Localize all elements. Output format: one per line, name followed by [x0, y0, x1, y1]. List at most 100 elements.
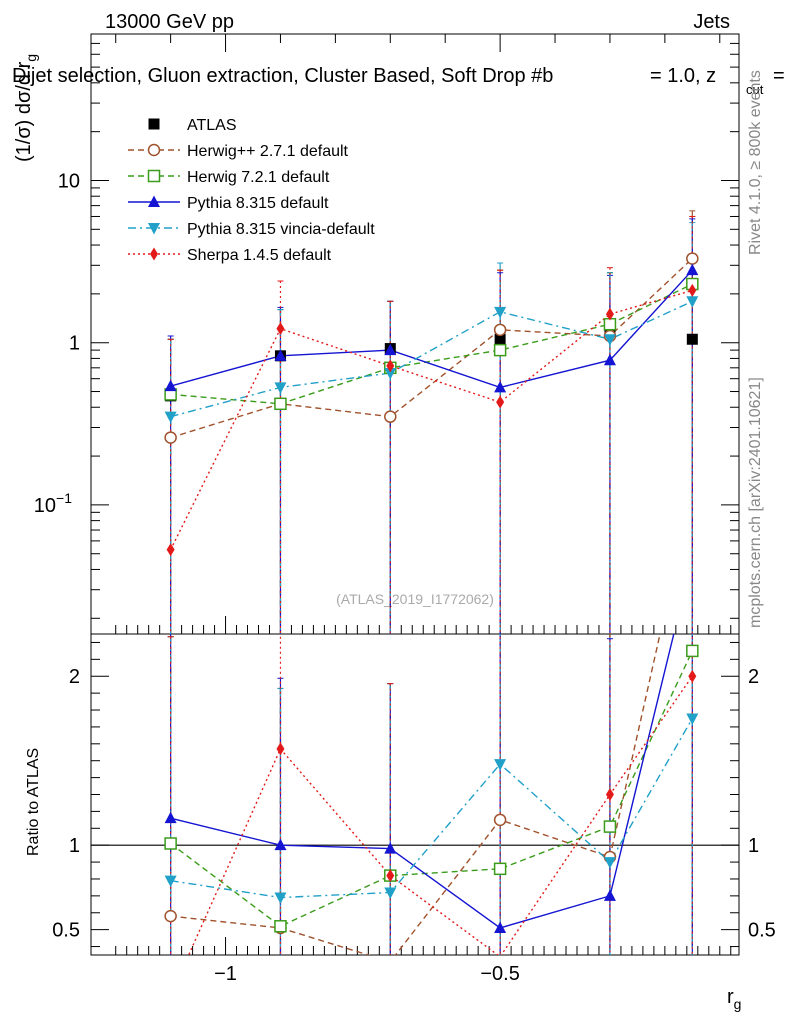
main-point-herwigpp: [493, 323, 507, 337]
ratio-line-herwigpp: [170, 634, 661, 955]
main-point-atlas: [686, 333, 698, 345]
ratio-point-pythia: [164, 811, 177, 824]
ratio-point-herwig7: [493, 862, 507, 876]
main-point-pythia: [164, 379, 177, 392]
main-point-pythia: [603, 353, 616, 366]
ratio-point-pythia: [384, 842, 397, 854]
main-line-pythia: [170, 269, 693, 389]
ratio-line-herwig7: [170, 650, 693, 928]
main-series-lines: [170, 258, 693, 550]
ratio-x-tick-label: −1: [214, 963, 237, 985]
main-point-vincia: [603, 334, 616, 346]
ratio-y-axis-title: Ratio to ATLAS: [25, 748, 42, 856]
selection-tail: =: [773, 65, 785, 87]
ratio-y-tick-label: 1: [69, 835, 80, 857]
main-point-sherpa: [688, 283, 697, 297]
legend-label-pythia: Pythia 8.315 default: [187, 195, 329, 212]
legend-marker-sherpa: [150, 247, 158, 261]
svg-text:(1/σ) dσ/d rg: (1/σ) dσ/d rg: [13, 54, 39, 162]
main-point-sherpa: [496, 395, 505, 409]
legend-label-herwig7: Herwig 7.2.1 default: [187, 169, 330, 186]
ratio-point-vincia: [274, 892, 287, 905]
ratio-point-sherpa: [688, 669, 697, 683]
main-point-herwigpp: [384, 410, 397, 423]
selection-beta: = 1.0, z: [650, 65, 716, 87]
main-point-sherpa: [276, 322, 285, 336]
legend-marker-herwigpp: [147, 143, 161, 157]
x-axis-title: rg: [727, 986, 741, 1012]
main-point-vincia: [384, 368, 397, 380]
main-line-herwig7: [170, 283, 693, 405]
ratio-point-pythia: [274, 838, 287, 851]
main-point-sherpa: [386, 359, 395, 373]
ratio-y-tick-label-right: 0.5: [748, 920, 776, 942]
ratio-series-markers: [164, 644, 699, 935]
main-series-markers: [164, 252, 699, 557]
main-point-sherpa: [605, 307, 614, 321]
ratio-point-herwigpp: [493, 813, 507, 827]
main-point-pythia: [274, 349, 287, 361]
main-point-vincia: [274, 382, 287, 394]
main-point-herwigpp: [164, 431, 177, 444]
ratio-y-tick-label: 2: [69, 666, 80, 688]
main-point-vincia: [164, 411, 177, 424]
ratio-point-vincia: [384, 887, 397, 899]
main-point-herwig7: [274, 397, 287, 411]
main-point-vincia: [686, 296, 699, 308]
ratio-point-vincia: [603, 857, 616, 869]
main-line-vincia: [170, 300, 693, 418]
main-y-tick-label: 10−1: [34, 490, 72, 517]
legend-marker-vincia: [148, 223, 160, 235]
ratio-plot-frame: [90, 633, 740, 956]
main-point-pythia: [494, 380, 507, 393]
ratio-point-herwigpp: [164, 909, 177, 923]
ratio-point-herwig7: [164, 837, 177, 850]
legend-marker-pythia: [148, 195, 160, 207]
main-y-tick-label: 1: [69, 333, 80, 355]
ratio-point-herwig7: [686, 644, 699, 658]
selection-label: Dijet selection, Gluon extraction, Clust…: [12, 65, 553, 87]
main-y-title-text: (1/σ) dσ/d r: [13, 61, 35, 162]
legend-label-vincia: Pythia 8.315 vincia-default: [187, 221, 375, 238]
category-label: Jets: [693, 11, 730, 33]
ratio-point-vincia: [164, 875, 177, 888]
main-point-pythia: [686, 263, 699, 276]
main-point-sherpa: [166, 543, 175, 557]
ratio-line-sherpa: [187, 675, 693, 955]
main-y-axis-title: (1/σ) dσ/d rg: [13, 54, 39, 162]
legend-label-sherpa: Sherpa 1.4.5 default: [187, 247, 332, 264]
main-point-vincia: [494, 306, 507, 319]
ratio-point-pythia: [494, 921, 507, 933]
main-y-title-sub: g: [23, 54, 39, 62]
ratio-line-pythia: [170, 634, 675, 929]
ratio-y-tick-label: 0.5: [52, 920, 80, 942]
selection-cut-sub: cut: [746, 82, 764, 97]
ratio-point-sherpa: [276, 742, 285, 756]
rivet-label: Rivet 4.1.0, ≥ 800k events: [747, 70, 764, 255]
mcplots-label: mcplots.cern.ch [arXiv:2401.10621]: [747, 377, 764, 628]
main-error-bars: [167, 210, 696, 634]
main-point-herwig7: [493, 343, 507, 357]
legend-label-atlas: ATLAS: [187, 117, 237, 134]
main-y-tick-label: 10: [58, 170, 80, 192]
ratio-series-lines: [170, 634, 693, 955]
legend-marker-atlas: [148, 118, 160, 130]
ratio-point-sherpa: [605, 788, 614, 801]
ratio-point-herwig7: [274, 920, 287, 933]
ratio-point-sherpa: [386, 869, 395, 883]
main-point-pythia: [384, 343, 397, 356]
legend-marker-herwig7: [147, 169, 161, 183]
energy-label: 13000 GeV pp: [105, 11, 234, 33]
ratio-line-vincia: [170, 718, 693, 899]
ratio-x-tick-label: −0.5: [480, 963, 519, 985]
ratio-point-herwig7: [603, 820, 617, 833]
ratio-point-pythia: [603, 889, 616, 901]
legend: ATLAS Herwig++ 2.7.1 default Herwig 7.2.1 …: [128, 117, 375, 264]
legend-label-herwigpp: Herwig++ 2.7.1 default: [187, 143, 349, 160]
main-line-herwigpp: [170, 258, 693, 439]
main-point-herwigpp: [686, 252, 699, 265]
ratio-y-tick-label-right: 2: [748, 666, 759, 688]
x-title-text: r: [727, 986, 734, 1008]
